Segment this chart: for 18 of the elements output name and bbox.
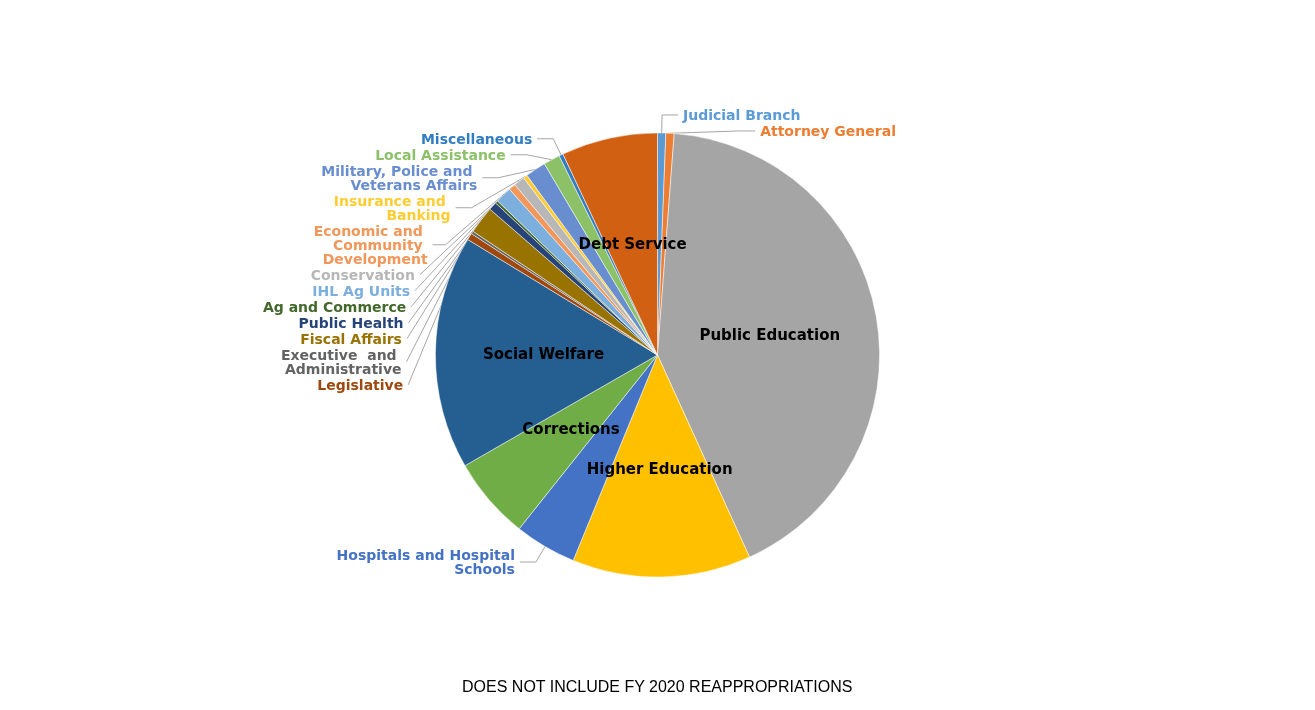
slice-label: Public Health xyxy=(298,314,404,331)
slice-label: Miscellaneous xyxy=(420,130,533,147)
slice-label: Social Welfare xyxy=(482,344,605,363)
slice-label: Executive and Administrative xyxy=(280,346,402,377)
slice-label: Public Education xyxy=(699,326,841,345)
slice-label: IHL Ag Units xyxy=(312,282,410,299)
text: DOES NOT INCLUDE FY 2020 REAPPROPRIATIONS xyxy=(462,677,853,695)
slice-label: Judicial Branch xyxy=(682,106,801,123)
slice-label: Military, Police and Veterans Affairs xyxy=(321,162,478,193)
slice-label: Insurance and Banking xyxy=(333,192,451,223)
slice-label: Ag and Commerce xyxy=(262,298,407,315)
slice-label: Legislative xyxy=(317,376,404,393)
slice-label: Fiscal Affairs xyxy=(300,330,402,347)
slice-label: Economic and Community Development xyxy=(313,222,428,267)
slice-label: Conservation xyxy=(310,266,415,283)
slice-label: Attorney General xyxy=(760,122,896,139)
slice-label: Local Assistance xyxy=(375,146,506,163)
slice-label: Hospitals and Hospital Schools xyxy=(336,547,515,578)
